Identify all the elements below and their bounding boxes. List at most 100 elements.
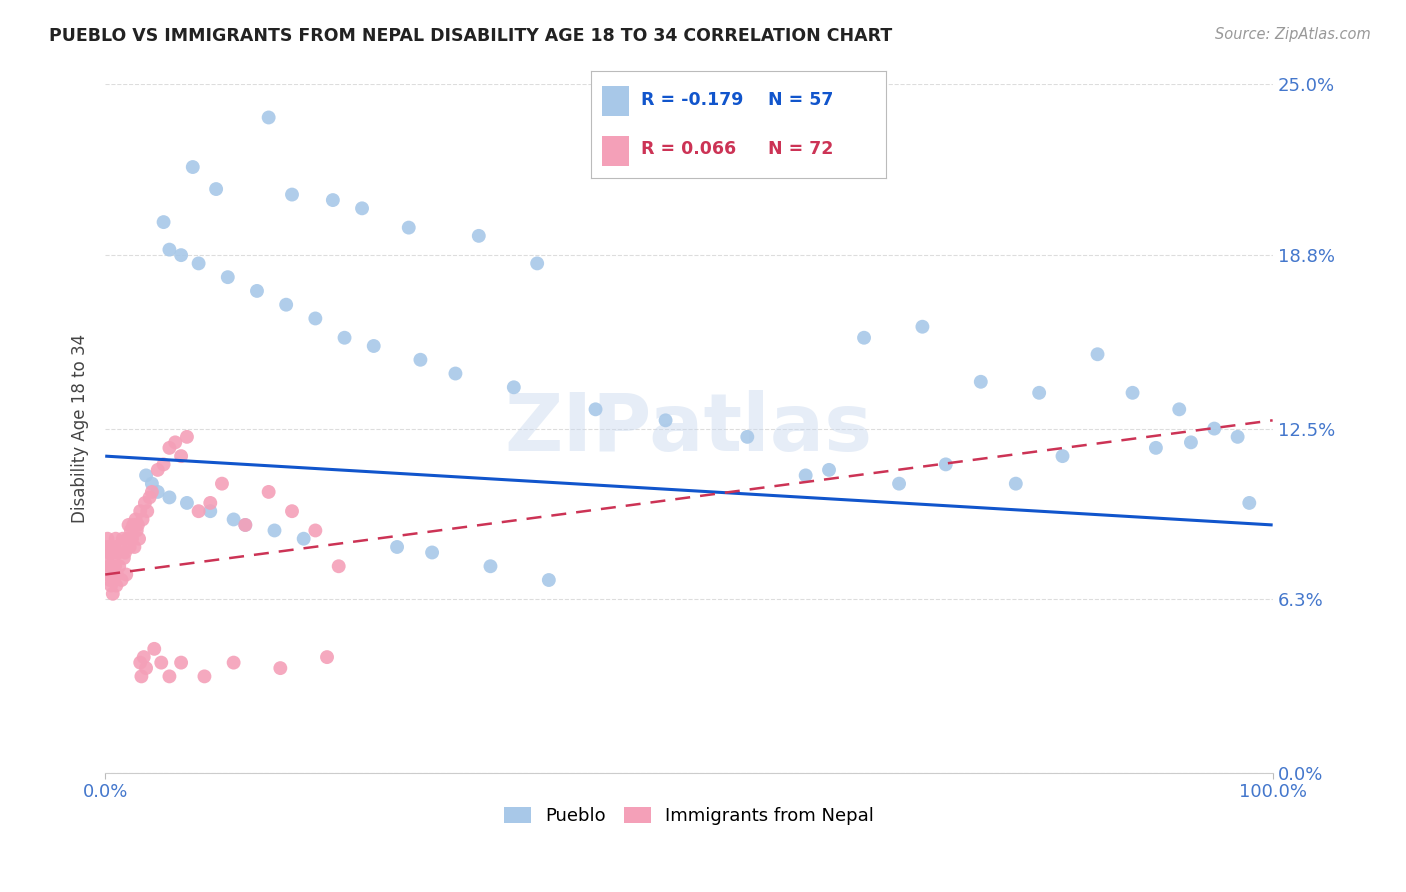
Point — [98, 573, 121, 587]
Point — [97, 545, 120, 559]
Point — [233, 518, 256, 533]
Point — [96, 540, 118, 554]
Point — [281, 504, 304, 518]
Point — [257, 111, 280, 125]
Point — [263, 524, 285, 538]
Point — [121, 532, 143, 546]
Point — [108, 559, 131, 574]
Text: N = 72: N = 72 — [768, 141, 832, 159]
Point — [129, 504, 152, 518]
Bar — [602, 136, 628, 166]
Point — [328, 559, 350, 574]
Point — [176, 430, 198, 444]
Point — [537, 573, 560, 587]
Point — [304, 524, 326, 538]
Point — [853, 331, 876, 345]
Point — [222, 656, 245, 670]
Point — [526, 256, 548, 270]
Point — [211, 476, 233, 491]
Point — [233, 518, 256, 533]
Point — [187, 256, 209, 270]
Point — [157, 669, 180, 683]
Point — [98, 559, 121, 574]
Point — [120, 524, 142, 538]
Point — [100, 578, 122, 592]
Point — [193, 669, 215, 683]
Point — [125, 524, 148, 538]
Text: N = 57: N = 57 — [768, 91, 832, 109]
Point — [150, 656, 173, 670]
Point — [157, 441, 180, 455]
Point — [502, 380, 524, 394]
Point — [104, 559, 127, 574]
Point — [103, 551, 125, 566]
Point — [276, 298, 298, 312]
Point — [135, 468, 157, 483]
Point — [110, 573, 132, 587]
Point — [100, 559, 122, 574]
Point — [176, 496, 198, 510]
Point — [117, 518, 139, 533]
Point — [217, 270, 239, 285]
Point — [1168, 402, 1191, 417]
Point — [420, 545, 443, 559]
Point — [246, 284, 269, 298]
Point — [157, 491, 180, 505]
Point — [103, 540, 125, 554]
Point — [1144, 441, 1167, 455]
Point — [111, 532, 134, 546]
Point — [316, 650, 339, 665]
Point — [122, 518, 145, 533]
Point — [479, 559, 502, 574]
Point — [187, 504, 209, 518]
Point — [170, 248, 193, 262]
Point — [409, 352, 432, 367]
Point — [1004, 476, 1026, 491]
Point — [585, 402, 607, 417]
Point — [128, 532, 150, 546]
Point — [152, 458, 174, 472]
Point — [911, 319, 934, 334]
Point — [143, 641, 166, 656]
Text: PUEBLO VS IMMIGRANTS FROM NEPAL DISABILITY AGE 18 TO 34 CORRELATION CHART: PUEBLO VS IMMIGRANTS FROM NEPAL DISABILI… — [49, 27, 893, 45]
Point — [398, 220, 420, 235]
Point — [444, 367, 467, 381]
Point — [134, 496, 156, 510]
Point — [281, 187, 304, 202]
Point — [101, 545, 124, 559]
Point — [333, 331, 356, 345]
Point — [200, 496, 222, 510]
Point — [117, 532, 139, 546]
Point — [737, 430, 759, 444]
Point — [141, 476, 163, 491]
Point — [124, 512, 146, 526]
Point — [105, 567, 128, 582]
Point — [181, 160, 204, 174]
Point — [1028, 385, 1050, 400]
Point — [114, 545, 136, 559]
Point — [1052, 449, 1074, 463]
Point — [110, 540, 132, 554]
Text: Source: ZipAtlas.com: Source: ZipAtlas.com — [1215, 27, 1371, 42]
Point — [118, 540, 141, 554]
Text: R = -0.179: R = -0.179 — [641, 91, 744, 109]
Point — [205, 182, 228, 196]
Point — [970, 375, 993, 389]
Point — [468, 228, 491, 243]
Point — [818, 463, 841, 477]
Point — [136, 504, 159, 518]
Point — [96, 532, 118, 546]
Point — [794, 468, 817, 483]
Point — [127, 518, 149, 533]
Text: ZIPatlas: ZIPatlas — [505, 390, 873, 467]
Y-axis label: Disability Age 18 to 34: Disability Age 18 to 34 — [72, 334, 89, 523]
Point — [1226, 430, 1249, 444]
Point — [1180, 435, 1202, 450]
Point — [124, 540, 146, 554]
Point — [101, 587, 124, 601]
Bar — [602, 87, 628, 116]
Point — [115, 567, 138, 582]
Point — [887, 476, 910, 491]
Point — [152, 215, 174, 229]
Point — [257, 484, 280, 499]
